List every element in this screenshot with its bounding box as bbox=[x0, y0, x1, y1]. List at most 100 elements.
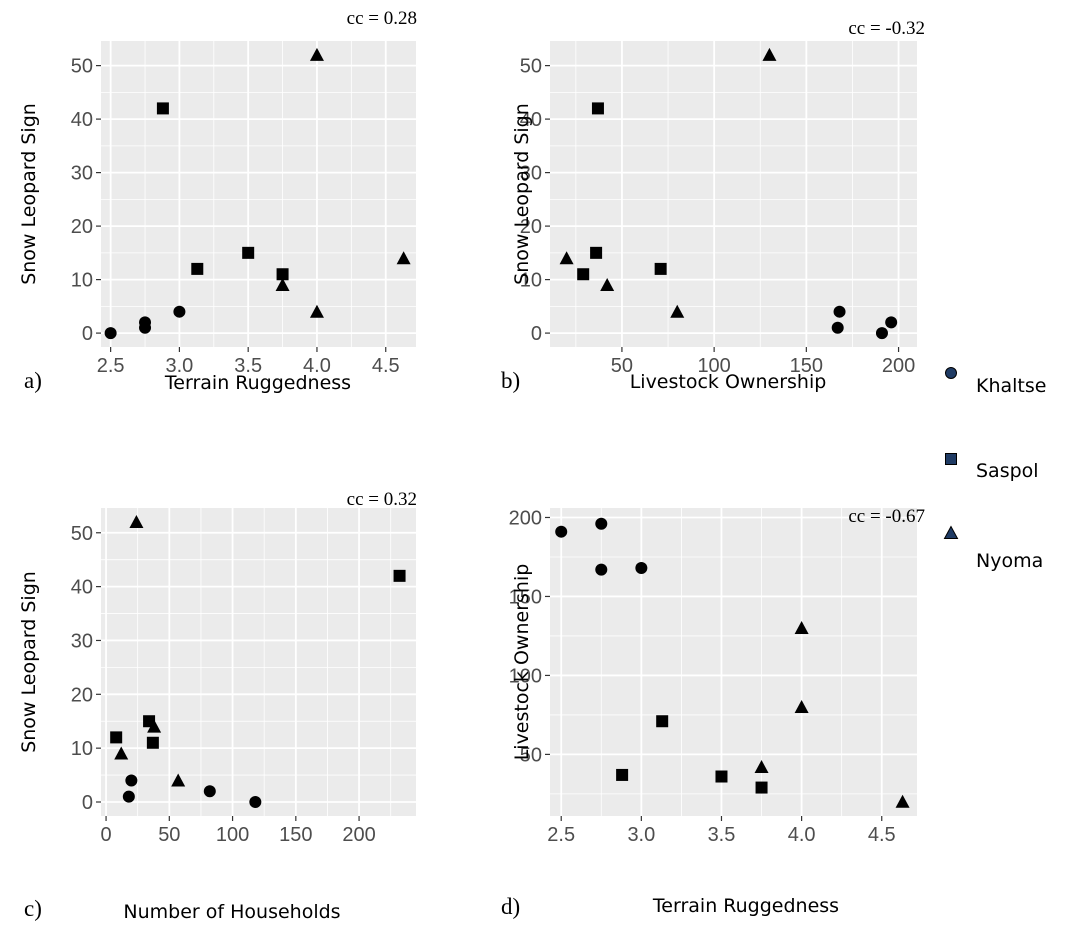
legend-item-khaltse: Khaltse bbox=[945, 367, 1046, 397]
y-tick-label: 150 bbox=[509, 586, 542, 608]
data-point-nyoma bbox=[147, 719, 162, 733]
y-tick-label: 40 bbox=[71, 109, 93, 131]
data-point-khaltse bbox=[125, 774, 138, 787]
y-tick-label: 0 bbox=[82, 323, 93, 345]
y-tick-label: 50 bbox=[71, 56, 93, 78]
x-tick-label: 150 bbox=[790, 355, 823, 377]
data-point-saspol bbox=[591, 102, 604, 115]
x-tick-label: 100 bbox=[216, 824, 249, 846]
y-tick-label: 20 bbox=[71, 684, 93, 706]
x-tick-label: 2.5 bbox=[97, 355, 125, 377]
y-tick-label: 100 bbox=[509, 665, 542, 687]
x-tick-label: 2.5 bbox=[547, 824, 575, 846]
data-point-nyoma bbox=[895, 794, 910, 808]
x-tick-label: 200 bbox=[342, 824, 375, 846]
x-tick-label: 4.5 bbox=[868, 824, 896, 846]
data-point-nyoma bbox=[171, 773, 186, 787]
legend-item-nyoma: Nyoma bbox=[943, 525, 1043, 572]
plot-background bbox=[101, 508, 416, 816]
circle-icon bbox=[945, 367, 957, 379]
data-point-khaltse bbox=[635, 562, 648, 575]
x-tick-label: 50 bbox=[611, 355, 633, 377]
x-tick-label: 4.0 bbox=[303, 355, 331, 377]
legend-label: Nyoma bbox=[976, 550, 1043, 572]
x-axis-label: Terrain Ruggedness bbox=[652, 895, 839, 917]
x-tick-label: 50 bbox=[158, 824, 180, 846]
correlation-annotation: cc = 0.28 bbox=[347, 8, 417, 29]
y-axis-label: Snow Leopard Sign bbox=[511, 103, 533, 285]
data-point-saspol bbox=[656, 715, 669, 728]
data-point-nyoma bbox=[794, 621, 809, 635]
scatter-panel-3: 0 50 100 150 200 0 10 20 30 40 50 Number of Househo… bbox=[18, 489, 417, 923]
x-axis-label: Number of Households bbox=[123, 901, 340, 923]
x-tick-label: 100 bbox=[697, 355, 730, 377]
y-tick-label: 200 bbox=[509, 507, 542, 529]
data-point-saspol bbox=[242, 246, 255, 259]
y-axis-label: Snow Leopard Sign bbox=[18, 103, 40, 285]
plot-background bbox=[101, 41, 416, 347]
y-tick-label: 50 bbox=[520, 56, 542, 78]
data-point-khaltse bbox=[875, 327, 888, 340]
x-tick-label: 3.0 bbox=[165, 355, 193, 377]
data-point-nyoma bbox=[396, 251, 411, 265]
data-point-khaltse bbox=[831, 321, 844, 334]
legend-item-saspol: Saspol bbox=[945, 453, 1039, 482]
legend-label: Saspol bbox=[976, 460, 1039, 482]
data-point-khaltse bbox=[139, 316, 152, 329]
x-tick-label: 3.5 bbox=[234, 355, 262, 377]
data-point-saspol bbox=[146, 736, 159, 749]
x-tick-label: 4.0 bbox=[788, 824, 816, 846]
data-point-khaltse bbox=[122, 790, 135, 803]
y-axis-label: Snow Leopard Sign bbox=[18, 571, 40, 753]
panel-label: c) bbox=[24, 896, 42, 921]
y-tick-label: 10 bbox=[71, 738, 93, 760]
data-point-saspol bbox=[654, 262, 667, 275]
data-point-saspol bbox=[715, 770, 728, 783]
scatter-panel-1: 2.5 3.0 3.5 4.0 4.5 0 10 20 30 40 50 Terrain Rugged… bbox=[18, 8, 417, 394]
x-tick-label: 150 bbox=[279, 824, 312, 846]
square-icon bbox=[945, 453, 957, 465]
data-point-saspol bbox=[156, 102, 169, 115]
data-point-saspol bbox=[590, 246, 603, 259]
x-axis-label: Terrain Ruggedness bbox=[164, 372, 351, 394]
y-tick-label: 50 bbox=[71, 523, 93, 545]
data-point-nyoma bbox=[309, 304, 324, 318]
data-point-nyoma bbox=[600, 277, 615, 291]
y-tick-label: 30 bbox=[71, 630, 93, 652]
data-point-saspol bbox=[276, 268, 289, 281]
data-point-khaltse bbox=[595, 563, 608, 576]
y-tick-label: 20 bbox=[520, 216, 542, 238]
y-tick-label: 50 bbox=[520, 744, 542, 766]
correlation-annotation: cc = -0.67 bbox=[848, 506, 925, 527]
correlation-annotation: cc = -0.32 bbox=[848, 18, 925, 39]
y-tick-label: 0 bbox=[531, 323, 542, 345]
x-tick-label: 4.5 bbox=[372, 355, 400, 377]
x-axis-label: Livestock Ownership bbox=[630, 371, 827, 393]
y-tick-label: 20 bbox=[71, 216, 93, 238]
y-tick-label: 40 bbox=[71, 577, 93, 599]
y-axis-label: Livestock Ownership bbox=[511, 564, 533, 761]
data-point-nyoma bbox=[309, 47, 324, 61]
scatter-panel-4: 2.5 3.0 3.5 4.0 4.5 50 100 150 200 Terrain Rugged… bbox=[501, 506, 925, 919]
x-tick-label: 200 bbox=[882, 355, 915, 377]
y-tick-label: 10 bbox=[71, 270, 93, 292]
data-point-nyoma bbox=[129, 515, 144, 528]
data-point-khaltse bbox=[555, 525, 568, 538]
data-point-nyoma bbox=[754, 760, 769, 774]
y-tick-label: 30 bbox=[520, 163, 542, 185]
data-point-saspol bbox=[577, 268, 590, 281]
x-tick-label: 0 bbox=[100, 824, 111, 846]
data-point-nyoma bbox=[794, 700, 809, 714]
data-point-saspol bbox=[393, 569, 406, 582]
plot-background bbox=[550, 508, 917, 816]
data-point-khaltse bbox=[104, 327, 117, 340]
data-point-saspol bbox=[110, 731, 123, 744]
data-point-khaltse bbox=[595, 517, 608, 530]
y-tick-label: 30 bbox=[71, 163, 93, 185]
data-point-saspol bbox=[616, 768, 629, 781]
data-point-nyoma bbox=[762, 47, 777, 61]
data-point-khaltse bbox=[173, 305, 186, 318]
data-point-saspol bbox=[191, 262, 204, 275]
data-point-khaltse bbox=[249, 796, 262, 808]
